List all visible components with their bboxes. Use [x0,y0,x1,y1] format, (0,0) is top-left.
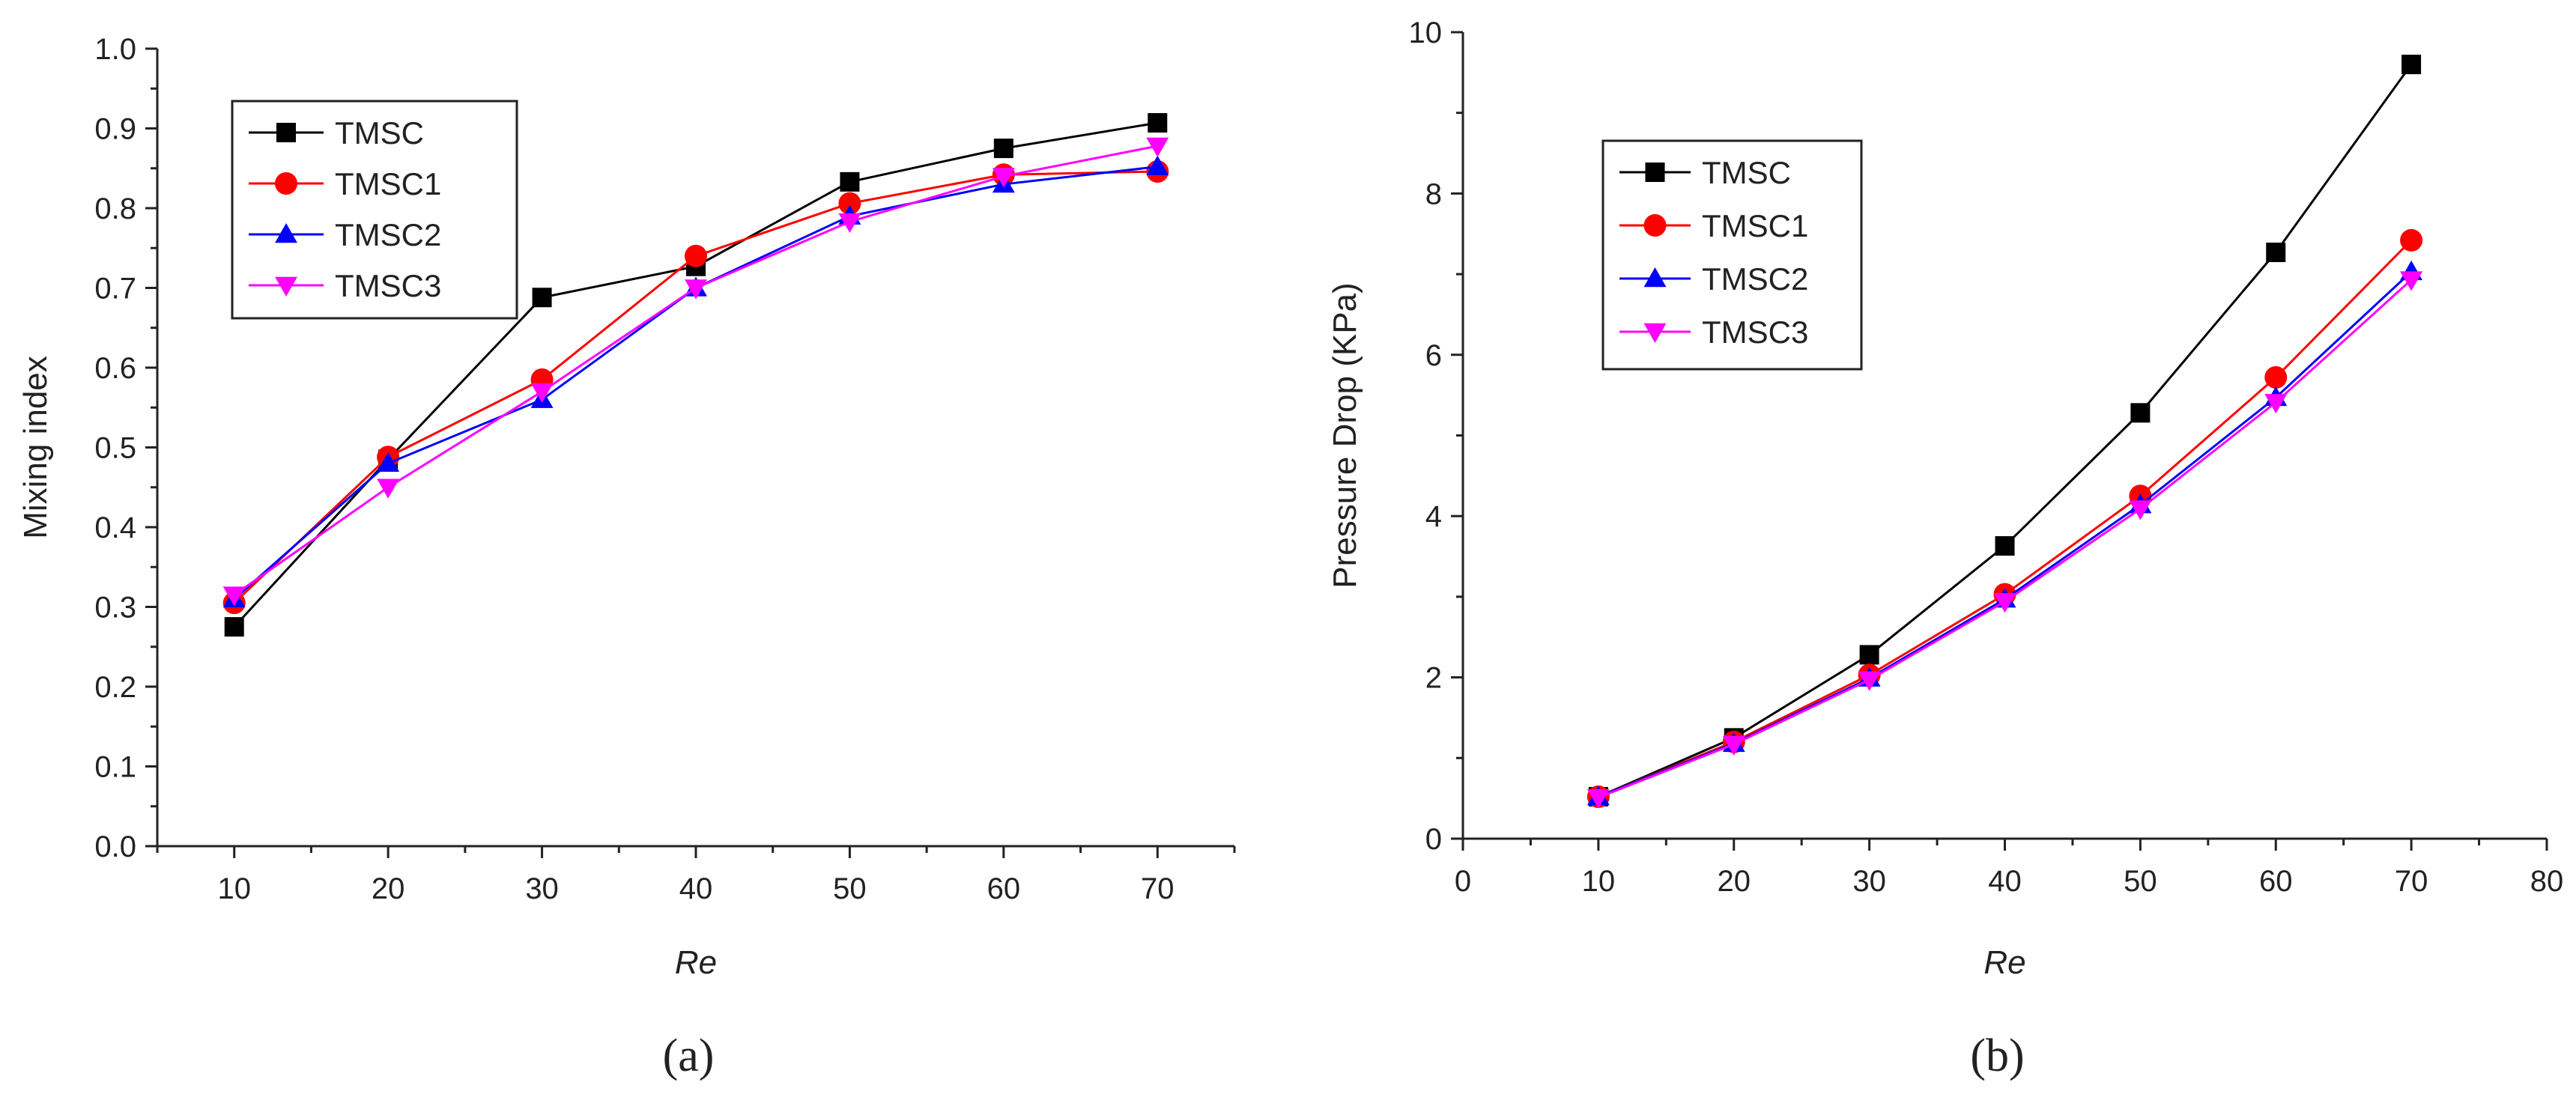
y-tick-label: 0 [1425,823,1442,856]
y-tick-label: 4 [1425,500,1442,533]
y-tick-label: 0.2 [94,671,136,704]
x-tick-label: 30 [525,872,559,905]
panel-label: (b) [1970,1030,2024,1081]
chart-b: 0 10 20 30 40 50 60 70 80 0 2 4 6 8 10 Re Pressure Drop … [1327,16,2563,1081]
y-tick-label: 0.0 [94,830,136,863]
legend-label: TMSC2 [1702,261,1808,297]
x-tick-label: 20 [372,872,405,905]
y-tick-label: 1.0 [94,33,136,66]
x-tick-label: 50 [833,872,867,905]
series-tmsc3 [222,137,1169,607]
legend-label: TMSC3 [1702,315,1808,350]
y-tick-label: 0.7 [94,273,136,306]
data-point [685,279,707,300]
data-point [1146,155,1169,175]
legend-marker [275,172,297,195]
y-tick-label: 0.9 [94,113,136,146]
legend-marker [276,123,296,142]
x-axis-title: Re [1983,944,2025,981]
data-point [2400,228,2423,252]
x-axis-title: Re [675,944,717,981]
y-tick-label: 0.3 [94,592,136,625]
legend-label: TMSC [335,115,424,151]
data-point [2266,243,2286,263]
legend: TMSC TMSC1 TMSC2 TMSC3 [231,100,518,320]
legend-label: TMSC1 [1702,208,1808,243]
y-tick-label: 0.4 [94,511,136,544]
legend-marker [275,223,297,243]
y-axis-title: Pressure Drop (KPa) [1327,282,1363,588]
x-tick-label: 50 [2124,865,2157,898]
data-point [1859,645,1879,665]
y-tick-label: 10 [1409,16,1443,49]
y-tick-label: 2 [1425,662,1442,695]
data-point [1586,788,1610,809]
x-tick-label: 10 [1582,865,1616,898]
x-tick-label: 20 [1718,865,1751,898]
data-point [993,139,1013,159]
data-point [377,478,400,499]
y-tick-label: 0.1 [94,751,136,784]
data-point [1993,593,2016,613]
x-tick-label: 40 [1988,865,2022,898]
data-point [222,586,246,607]
data-point [838,192,861,215]
data-point [530,383,554,403]
data-point [1146,137,1169,157]
data-point [532,288,552,308]
legend-marker [1645,162,1665,182]
chart-a: 10 20 30 40 50 60 70 0.0 0.1 0.2 0.3 0.4 0.5 0.6 0.7 0.… [17,33,1236,1081]
legend-marker [1643,214,1667,237]
x-tick-label: 60 [2259,865,2293,898]
y-tick-label: 8 [1425,177,1442,210]
y-tick-label: 0.6 [94,352,136,385]
data-point [2264,394,2288,414]
data-point [2401,55,2422,75]
data-point [224,617,244,637]
data-point [838,213,861,234]
panel-label: (a) [663,1030,715,1081]
legend-marker [1643,323,1667,343]
legend: TMSC TMSC1 TMSC2 TMSC3 [1601,139,1863,371]
series-tmsc3 [1586,271,2423,809]
legend-label: TMSC [1702,155,1791,190]
y-tick-label: 6 [1425,339,1442,372]
legend-marker [275,276,297,297]
x-tick-label: 40 [679,872,713,905]
data-point [377,452,400,473]
y-tick-label: 0.8 [94,192,136,225]
data-point [1148,113,1168,133]
data-point [1858,671,1881,691]
legend-label: TMSC3 [335,268,441,303]
x-tick-label: 0 [1455,865,1471,898]
y-axis-title: Mixing index [17,356,54,539]
data-point [2129,500,2152,520]
legend-label: TMSC1 [335,166,441,201]
y-tick-label: 0.5 [94,432,136,465]
data-point [2264,365,2288,389]
data-point [685,244,707,267]
x-tick-label: 30 [1852,865,1886,898]
data-point [1995,536,2015,556]
data-point [1722,735,1745,756]
data-point [840,171,860,192]
x-tick-label: 80 [2530,865,2564,898]
legend-marker [1643,267,1667,288]
data-point [2400,271,2423,291]
legend-label: TMSC2 [335,217,441,252]
x-tick-label: 70 [2395,865,2428,898]
data-point [2130,403,2151,423]
data-point [992,168,1015,188]
x-tick-label: 10 [217,872,251,905]
x-tick-label: 60 [987,872,1021,905]
x-tick-label: 70 [1141,872,1175,905]
